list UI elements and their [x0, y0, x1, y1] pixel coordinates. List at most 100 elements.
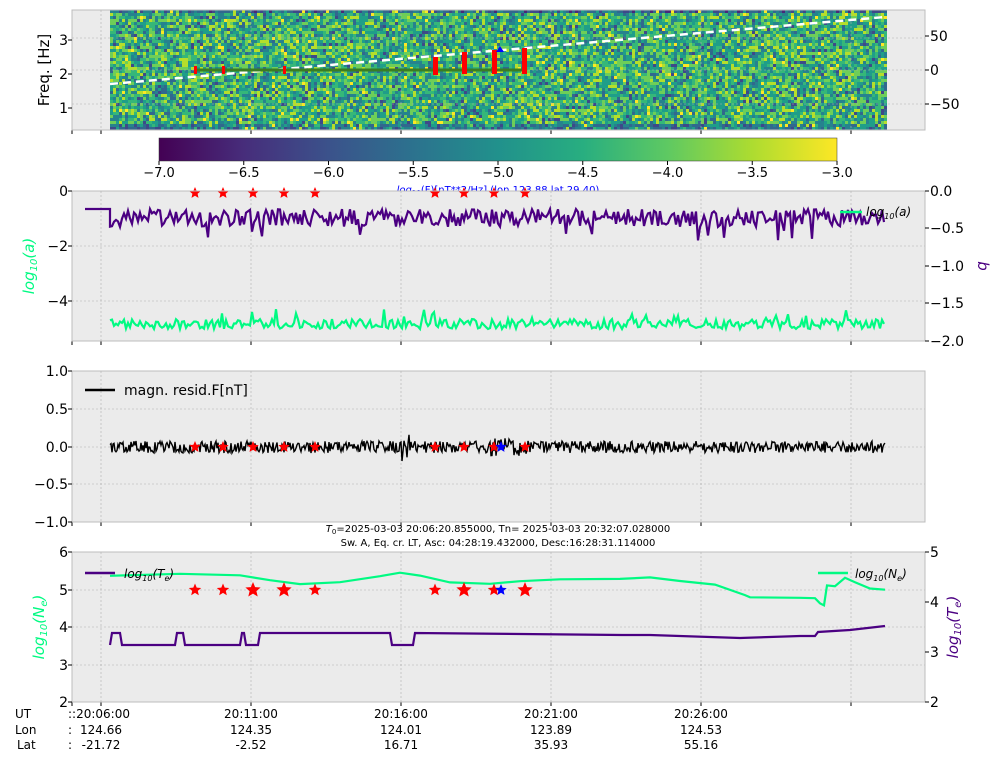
heatmap-cell — [380, 88, 383, 92]
heatmap-cell — [365, 70, 368, 74]
heatmap-cell — [371, 61, 374, 65]
heatmap-cell — [152, 64, 155, 68]
heatmap-cell — [164, 91, 167, 95]
heatmap-cell — [269, 64, 272, 68]
heatmap-cell — [341, 88, 344, 92]
heatmap-cell — [242, 37, 245, 41]
heatmap-cell — [350, 19, 353, 23]
heatmap-cell — [323, 10, 326, 14]
heatmap-cell — [161, 61, 164, 65]
heatmap-cell — [200, 52, 203, 56]
heatmap-cell — [422, 100, 425, 104]
heatmap-cell — [323, 13, 326, 17]
heatmap-cell — [320, 118, 323, 122]
heatmap-cell — [350, 76, 353, 80]
heatmap-cell — [119, 55, 122, 59]
heatmap-cell — [236, 28, 239, 32]
heatmap-cell — [308, 10, 311, 14]
heatmap-cell — [260, 52, 263, 56]
heatmap-cell — [467, 127, 470, 131]
heatmap-cell — [401, 46, 404, 50]
heatmap-cell — [404, 118, 407, 122]
heatmap-cell — [212, 10, 215, 14]
heatmap-cell — [482, 76, 485, 80]
heatmap-cell — [161, 127, 164, 131]
heatmap-cell — [182, 34, 185, 38]
heatmap-cell — [476, 43, 479, 47]
heatmap-cell — [338, 127, 341, 131]
heatmap-cell — [134, 88, 137, 92]
heatmap-cell — [416, 106, 419, 110]
heatmap-cell — [326, 79, 329, 83]
heatmap-cell — [176, 79, 179, 83]
heatmap-cell — [407, 106, 410, 110]
heatmap-cell — [386, 82, 389, 86]
heatmap-cell — [224, 82, 227, 86]
heatmap-cell — [290, 43, 293, 47]
heatmap-cell — [287, 70, 290, 74]
heatmap-cell — [146, 31, 149, 35]
heatmap-cell — [269, 19, 272, 23]
heatmap-cell — [203, 94, 206, 98]
heatmap-cell — [185, 85, 188, 89]
heatmap-cell — [269, 127, 272, 131]
heatmap-cell — [155, 34, 158, 38]
heatmap-cell — [224, 49, 227, 53]
heatmap-cell — [401, 124, 404, 128]
heatmap-cell — [446, 16, 449, 20]
heatmap-cell — [338, 25, 341, 29]
heatmap-cell — [392, 85, 395, 89]
heatmap-cell — [284, 37, 287, 41]
heatmap-cell — [467, 34, 470, 38]
heatmap-cell — [425, 106, 428, 110]
heatmap-cell — [332, 40, 335, 44]
heatmap-cell — [257, 76, 260, 80]
heatmap-cell — [323, 91, 326, 95]
heatmap-cell — [308, 121, 311, 125]
heatmap-cell — [410, 70, 413, 74]
heatmap-cell — [377, 52, 380, 56]
heatmap-cell — [314, 28, 317, 32]
heatmap-cell — [395, 118, 398, 122]
heatmap-cell — [314, 46, 317, 50]
heatmap-cell — [152, 55, 155, 59]
heatmap-cell — [260, 91, 263, 95]
heatmap-cell — [359, 106, 362, 110]
heatmap-cell — [329, 70, 332, 74]
heatmap-cell — [407, 124, 410, 128]
heatmap-cell — [149, 46, 152, 50]
heatmap-cell — [182, 61, 185, 65]
heatmap-cell — [245, 91, 248, 95]
heatmap-cell — [221, 13, 224, 17]
heatmap-cell — [431, 58, 434, 62]
heatmap-cell — [329, 55, 332, 59]
heatmap-cell — [380, 70, 383, 74]
heatmap-cell — [320, 22, 323, 26]
heatmap-cell — [125, 34, 128, 38]
heatmap-cell — [179, 25, 182, 29]
heatmap-cell — [398, 19, 401, 23]
heatmap-cell — [350, 94, 353, 98]
heatmap-cell — [410, 82, 413, 86]
heatmap-cell — [437, 73, 440, 77]
heatmap-cell — [302, 115, 305, 119]
heatmap-cell — [227, 76, 230, 80]
heatmap-cell — [227, 61, 230, 65]
heatmap-cell — [239, 97, 242, 101]
heatmap-cell — [434, 19, 437, 23]
heatmap-cell — [269, 94, 272, 98]
heatmap-cell — [404, 94, 407, 98]
heatmap-cell — [281, 106, 284, 110]
heatmap-cell — [179, 103, 182, 107]
heatmap-cell — [233, 109, 236, 113]
heatmap-cell — [269, 37, 272, 41]
heatmap-cell — [311, 61, 314, 65]
heatmap-cell — [179, 124, 182, 128]
heatmap-cell — [143, 82, 146, 86]
heatmap-cell — [266, 76, 269, 80]
heatmap-cell — [416, 10, 419, 14]
heatmap-cell — [356, 91, 359, 95]
heatmap-cell — [374, 22, 377, 26]
heatmap-cell — [344, 22, 347, 26]
heatmap-cell — [332, 37, 335, 41]
